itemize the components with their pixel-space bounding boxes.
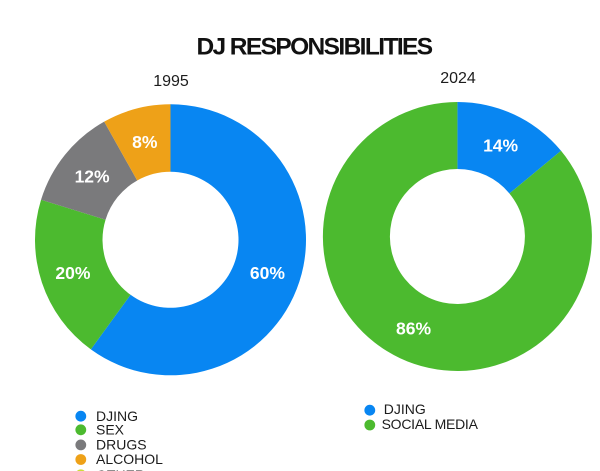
svg-text:DRUGS: DRUGS	[96, 437, 147, 453]
svg-text:1995: 1995	[153, 73, 189, 90]
svg-text:DJ RESPONSIBILITIES: DJ RESPONSIBILITIES	[196, 34, 432, 61]
svg-text:8%: 8%	[132, 132, 158, 152]
svg-text:2024: 2024	[440, 70, 476, 87]
svg-text:20%: 20%	[55, 263, 90, 283]
svg-text:DJING: DJING	[96, 408, 138, 424]
svg-text:OTHER: OTHER	[96, 467, 145, 471]
svg-text:60%: 60%	[250, 263, 285, 283]
svg-text:12%: 12%	[75, 167, 110, 187]
svg-text:SOCIAL MEDIA: SOCIAL MEDIA	[382, 416, 479, 432]
svg-text:ALCOHOL: ALCOHOL	[96, 451, 163, 467]
svg-text:DJING: DJING	[384, 401, 426, 417]
svg-text:86%: 86%	[396, 319, 431, 339]
svg-text:14%: 14%	[483, 136, 518, 156]
svg-text:SEX: SEX	[96, 421, 125, 437]
